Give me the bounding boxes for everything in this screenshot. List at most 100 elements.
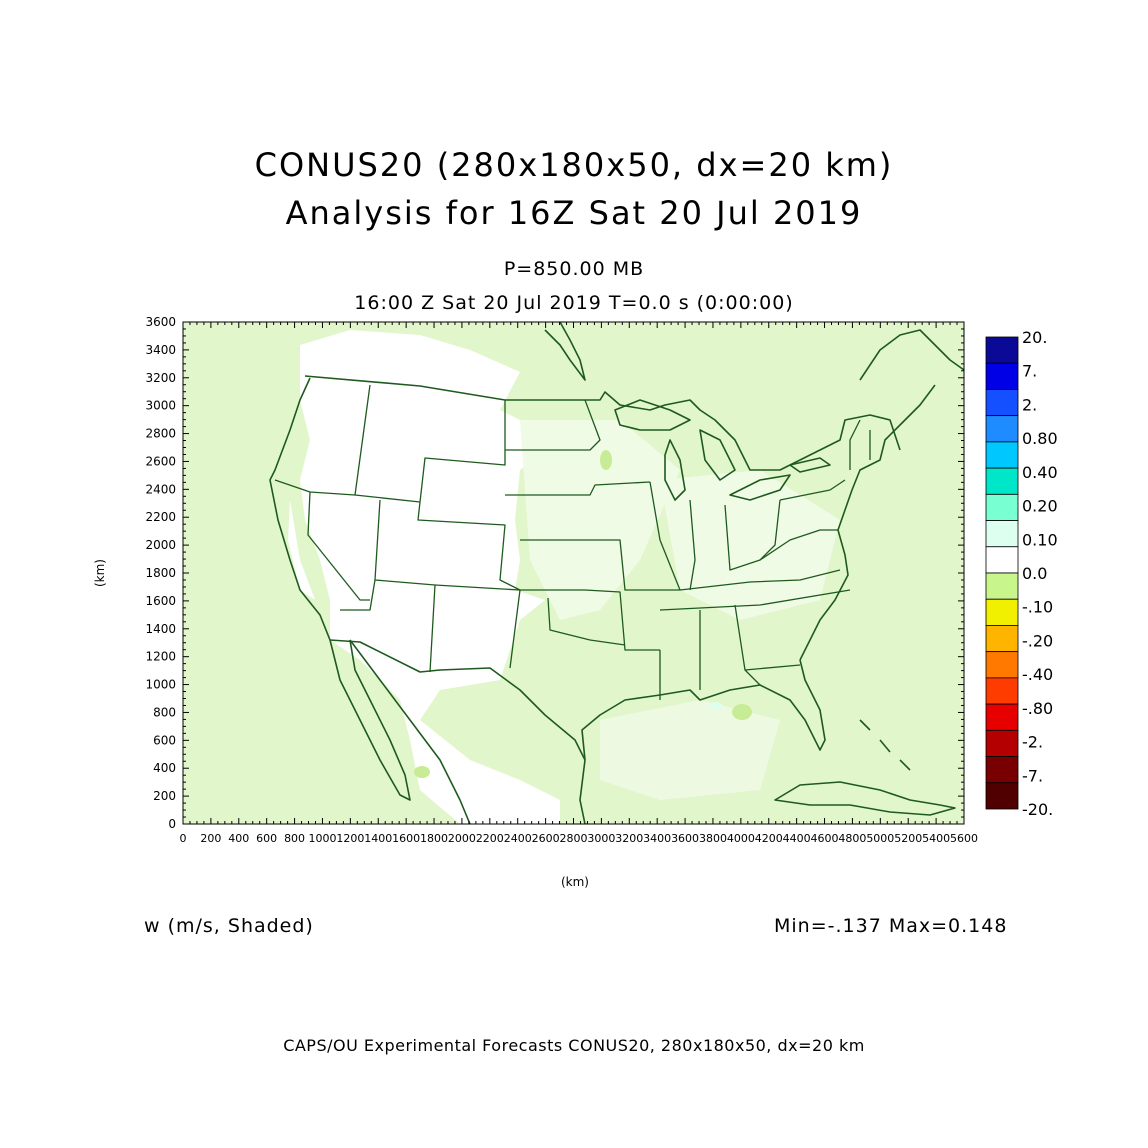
x-tick-label: 600 — [256, 832, 277, 845]
west-coast — [269, 377, 331, 641]
x-tick-label: 4600 — [811, 832, 839, 845]
x-tick-label: 3400 — [643, 832, 671, 845]
colorbar-label: 20. — [1022, 328, 1047, 347]
east-coast — [799, 384, 936, 661]
colorbar-swatch — [985, 572, 1019, 600]
colorbar-label: 2. — [1022, 395, 1037, 414]
colorbar-swatch — [985, 467, 1019, 495]
x-tick-label: 1200 — [336, 832, 364, 845]
x-tick-label: 4400 — [783, 832, 811, 845]
x-tick-label: 2400 — [504, 832, 532, 845]
x-tick-label: 200 — [200, 832, 221, 845]
x-tick-label: 2800 — [560, 832, 588, 845]
title-line-1: CONUS20 (280x180x50, dx=20 km) — [254, 146, 894, 184]
y-tick-label: 200 — [153, 789, 176, 803]
x-tick-label: 1400 — [364, 832, 392, 845]
y-tick-label: 3400 — [145, 343, 176, 357]
x-axis-label: (km) — [561, 875, 589, 889]
y-tick-label: 2800 — [145, 427, 176, 441]
colorbar-swatch — [985, 389, 1019, 417]
colorbar-label: 0.10 — [1022, 530, 1058, 549]
colorbar-swatch — [985, 493, 1019, 521]
colorbar-label: -.80 — [1022, 699, 1053, 718]
map-area — [183, 322, 964, 824]
canada-east-coast — [859, 329, 964, 381]
y-tick-label: 3000 — [145, 399, 176, 413]
colorbar-label: 0.80 — [1022, 429, 1058, 448]
y-tick-label: 0 — [168, 817, 176, 831]
y-tick-label: 1400 — [145, 622, 176, 636]
bahamas — [859, 719, 911, 771]
colorbar-swatch — [985, 651, 1019, 679]
x-tick-label: 4800 — [838, 832, 866, 845]
field-pale-east — [660, 470, 840, 620]
y-tick-label: 800 — [153, 705, 176, 719]
baja-peninsula — [329, 639, 411, 801]
field-label: w (m/s, Shaded) — [144, 915, 314, 937]
state-lines — [274, 384, 871, 700]
y-tick-label: 3600 — [145, 315, 176, 329]
field-green-spot-1 — [600, 450, 612, 470]
colorbar-swatch — [985, 336, 1019, 364]
colorbar-label: 0.40 — [1022, 463, 1058, 482]
colorbar-label: 0.0 — [1022, 564, 1047, 583]
cuba — [774, 781, 956, 816]
field-pale-central — [520, 420, 680, 620]
y-tick-label: 2200 — [145, 510, 176, 524]
x-tick-label: 1600 — [392, 832, 420, 845]
colorbar-swatch — [985, 415, 1019, 443]
colorbar-swatch — [985, 546, 1019, 574]
y-tick-label: 2000 — [145, 538, 176, 552]
colorbar-label: -.10 — [1022, 598, 1053, 617]
lake-ontario — [789, 457, 831, 473]
field-white-coast — [288, 500, 315, 600]
x-tick-label: 400 — [228, 832, 249, 845]
colorbar-label: 7. — [1022, 362, 1037, 381]
x-tick-label: 3200 — [615, 832, 643, 845]
colorbar-label: -.20 — [1022, 631, 1053, 650]
credit-line: CAPS/OU Experimental Forecasts CONUS20, … — [283, 1036, 865, 1055]
x-tick-label: 5600 — [950, 832, 978, 845]
y-tick-label: 1800 — [145, 566, 176, 580]
lake-erie — [729, 474, 791, 501]
x-tick-label: 4000 — [727, 832, 755, 845]
y-axis-label: (km) — [93, 559, 107, 587]
y-tick-label: 600 — [153, 733, 176, 747]
x-tick-label: 3600 — [671, 832, 699, 845]
field-blue-spot — [710, 702, 722, 710]
x-tick-label: 2600 — [532, 832, 560, 845]
x-tick-label: 3800 — [699, 832, 727, 845]
colorbar-swatch — [985, 782, 1019, 810]
hudson-bay-coast — [544, 322, 586, 381]
colorbar-swatch — [985, 625, 1019, 653]
mexico-east-coast — [579, 759, 586, 824]
colorbar-label: 0.20 — [1022, 497, 1058, 516]
field-green-spot-2 — [732, 704, 752, 720]
y-axis: 0 200 400 600 800 1000 1200 1400 1600 1800 2000 220… — [145, 315, 964, 831]
colorbar-swatch — [985, 598, 1019, 626]
x-tick-label: 2200 — [476, 832, 504, 845]
title-line-2: Analysis for 16Z Sat 20 Jul 2019 — [285, 194, 863, 232]
colorbar-swatch — [985, 703, 1019, 731]
colorbar-swatch — [985, 677, 1019, 705]
field-green-spot-3 — [414, 766, 430, 778]
colorbar-label: -2. — [1022, 733, 1043, 752]
colorbar-swatch — [985, 729, 1019, 757]
pressure-level: P=850.00 MB — [503, 258, 645, 280]
colorbar-swatch — [985, 362, 1019, 390]
x-axis: 0 200 400 600 800 1000 1200 1400 1600 1800 2000 220… — [180, 322, 978, 845]
field-pale-gulf — [600, 700, 780, 800]
y-tick-label: 2400 — [145, 482, 176, 496]
y-tick-label: 1200 — [145, 650, 176, 664]
valid-time: 16:00 Z Sat 20 Jul 2019 T=0.0 s (0:00:00… — [354, 292, 794, 314]
lake-superior — [614, 399, 691, 431]
us-mexico-border — [329, 639, 586, 761]
colorbar: 20. 7. 2. 0.80 0.40 0.20 0.10 0.0 -.10 -.20 -.40 -.… — [985, 328, 1058, 819]
x-tick-label: 1800 — [420, 832, 448, 845]
x-tick-label: 5200 — [894, 832, 922, 845]
y-tick-label: 1600 — [145, 594, 176, 608]
colorbar-label: -7. — [1022, 766, 1043, 785]
x-tick-label: 800 — [284, 832, 305, 845]
colorbar-label: -20. — [1022, 800, 1053, 819]
